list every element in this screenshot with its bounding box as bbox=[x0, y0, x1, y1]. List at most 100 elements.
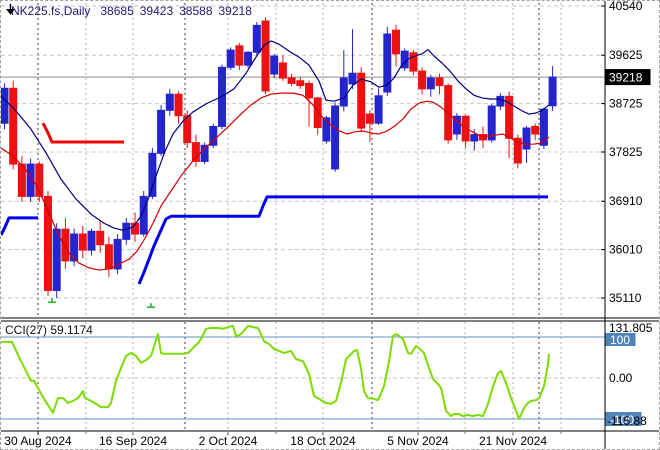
cci-zero-label: 0.00 bbox=[609, 371, 633, 385]
cci-min-label: -115.88 bbox=[607, 414, 647, 428]
candle-up bbox=[157, 109, 166, 154]
candle-up bbox=[331, 105, 340, 170]
candle-down bbox=[104, 244, 113, 270]
open-value: 38685 bbox=[100, 4, 134, 18]
cci-level-badge bbox=[605, 333, 636, 346]
candle-up bbox=[87, 230, 96, 251]
candle-up bbox=[452, 115, 461, 135]
candle-up bbox=[383, 33, 392, 93]
candle-down bbox=[392, 29, 400, 55]
candle-down bbox=[17, 163, 26, 197]
candle-down bbox=[305, 82, 313, 99]
candle-down bbox=[174, 93, 183, 117]
candle-down bbox=[365, 113, 374, 124]
trend-stop-red bbox=[41, 122, 124, 144]
candle-down bbox=[261, 20, 270, 92]
candle-up bbox=[226, 49, 235, 68]
ma-slow-line bbox=[1, 92, 550, 271]
candle-down bbox=[183, 115, 192, 144]
candle-up bbox=[244, 51, 253, 66]
symbol-period-label: NK225.fs,Daily bbox=[11, 4, 91, 18]
candle-down bbox=[235, 45, 244, 66]
candle-down bbox=[313, 97, 322, 129]
candle-up bbox=[322, 117, 331, 142]
candle-down bbox=[479, 134, 487, 141]
price-badge-bg bbox=[605, 69, 651, 86]
candle-up bbox=[522, 127, 531, 150]
candle-up bbox=[470, 134, 479, 142]
candle-up bbox=[200, 144, 209, 162]
candle-down bbox=[409, 52, 418, 72]
candle-up bbox=[52, 228, 61, 291]
candle-up bbox=[165, 93, 174, 111]
price-tick-label: 37825 bbox=[609, 145, 643, 159]
candle-up bbox=[209, 125, 218, 146]
candlestick-series[interactable] bbox=[1, 17, 557, 298]
chart-title: NK225.fs,Daily 38685 39423 38588 39218 bbox=[5, 4, 252, 18]
ma-fast-line bbox=[1, 40, 550, 231]
date-tick-label: 30 Aug 2024 bbox=[4, 434, 72, 448]
candle-up bbox=[348, 72, 357, 85]
candle-down bbox=[435, 77, 444, 87]
candle-down bbox=[9, 87, 18, 165]
low-value: 38588 bbox=[179, 4, 213, 18]
candle-up bbox=[270, 55, 279, 75]
candle-up bbox=[496, 95, 505, 107]
trend-stop-blue bbox=[1, 216, 38, 236]
indicator-label: CCI(27) 59.1174 bbox=[5, 323, 93, 337]
cci-level-badge-text: 100 bbox=[610, 333, 630, 347]
price-tick-label: 39625 bbox=[609, 48, 643, 62]
indicator-name: CCI(27) bbox=[5, 323, 48, 337]
price-tick-label: 40540 bbox=[609, 1, 643, 13]
candle-up bbox=[148, 152, 157, 197]
candle-down bbox=[513, 137, 522, 164]
vertical-gridlines bbox=[37, 3, 562, 430]
date-tick-label: 21 Nov 2024 bbox=[479, 434, 547, 448]
candle-up bbox=[26, 163, 35, 197]
candle-down bbox=[44, 195, 52, 291]
price-scale: 40540 39625 38725 37825 36910 36010 35110 bbox=[1, 1, 643, 305]
candle-down bbox=[61, 228, 70, 262]
candle-down bbox=[357, 72, 366, 129]
candle-down bbox=[418, 70, 427, 90]
candle-up bbox=[487, 105, 496, 141]
indicator-value: 59.1174 bbox=[50, 323, 93, 337]
high-value: 39423 bbox=[139, 4, 174, 18]
candle-down bbox=[531, 125, 540, 135]
price-badge-text: 39218 bbox=[609, 71, 643, 85]
candle-up bbox=[122, 222, 131, 240]
candle-down bbox=[278, 62, 287, 79]
candle-up bbox=[339, 77, 348, 107]
cci-max-label: 131.805 bbox=[609, 321, 653, 335]
price-tick-label: 35110 bbox=[609, 291, 642, 305]
candle-down bbox=[78, 233, 87, 251]
candle-down bbox=[96, 230, 105, 246]
date-tick-label: 18 Oct 2024 bbox=[290, 434, 356, 448]
trend-stop-lines bbox=[1, 122, 548, 285]
price-tick-label: 36010 bbox=[609, 243, 643, 257]
current-price-badge: 39218 bbox=[605, 69, 651, 86]
candle-down bbox=[296, 80, 305, 87]
candle-up bbox=[252, 24, 261, 53]
price-tick-label: 38725 bbox=[609, 97, 643, 111]
cci-level-badge-text: -100 bbox=[610, 413, 634, 427]
cci-level-badge bbox=[605, 412, 642, 426]
date-tick-label: 2 Oct 2024 bbox=[199, 434, 258, 448]
cci-line bbox=[1, 324, 550, 420]
candle-up bbox=[374, 95, 383, 124]
candle-up bbox=[139, 195, 148, 235]
price-tick-label: 36910 bbox=[609, 194, 643, 208]
candle-up bbox=[70, 233, 79, 262]
candle-up bbox=[548, 76, 557, 107]
date-tick-label: 16 Sep 2024 bbox=[99, 434, 167, 448]
candle-up bbox=[113, 238, 122, 270]
date-tick-label: 5 Nov 2024 bbox=[387, 434, 449, 448]
signal-markers bbox=[48, 298, 155, 308]
time-axis: 30 Aug 2024 16 Sep 2024 2 Oct 2024 18 Oct 2… bbox=[4, 431, 562, 448]
close-value: 39218 bbox=[218, 4, 252, 18]
candle-up bbox=[426, 77, 435, 90]
candle-down bbox=[505, 95, 514, 139]
